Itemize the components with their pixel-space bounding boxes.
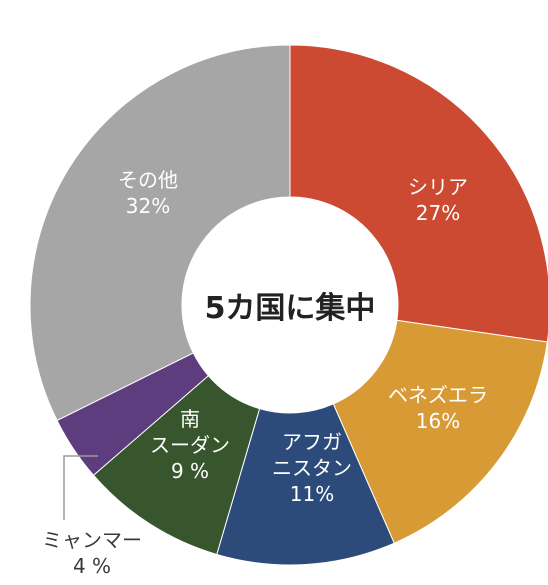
slice-2 bbox=[332, 319, 548, 544]
slice-label-3: アフガニスタン 11% bbox=[272, 430, 352, 506]
slice-label-line: 4 % bbox=[73, 554, 111, 578]
slice-label-line: 南 bbox=[180, 407, 200, 431]
slice-label-line: 16% bbox=[416, 409, 460, 433]
slice-label-4: 南スーダン 9 % bbox=[150, 407, 230, 483]
slices-group bbox=[29, 44, 548, 566]
slice-label-line: 11% bbox=[290, 482, 334, 506]
center-label: 5カ国に集中 bbox=[205, 291, 376, 326]
slice-1 bbox=[289, 44, 548, 343]
slice-3 bbox=[216, 403, 395, 566]
slice-6 bbox=[29, 44, 291, 422]
slice-label-6: その他 32% bbox=[118, 168, 178, 218]
slice-label-2: ベネズエラ 16% bbox=[388, 383, 488, 433]
slice-label-line: シリア bbox=[408, 175, 468, 199]
slice-label-line: ベネズエラ bbox=[388, 383, 488, 407]
slice-label-line: アフガ bbox=[282, 430, 342, 454]
slice-label-line: ミャンマー bbox=[42, 528, 142, 552]
leader-line bbox=[63, 455, 98, 520]
slice-label-line: 27% bbox=[416, 201, 460, 225]
slice-label-line: 9 % bbox=[171, 459, 209, 483]
slice-label-1: シリア 27% bbox=[408, 175, 468, 225]
slice-label-line: 32% bbox=[126, 194, 170, 218]
slice-label-line: ニスタン bbox=[272, 456, 352, 480]
slice-label-5: ミャンマー 4 % bbox=[42, 528, 142, 578]
slice-label-line: スーダン bbox=[150, 433, 230, 457]
slice-label-line: その他 bbox=[118, 168, 178, 192]
labels-group: シリア 27%ベネズエラ 16%アフガニスタン 11%南スーダン 9 %ミャンマー 4 %… bbox=[42, 168, 488, 578]
